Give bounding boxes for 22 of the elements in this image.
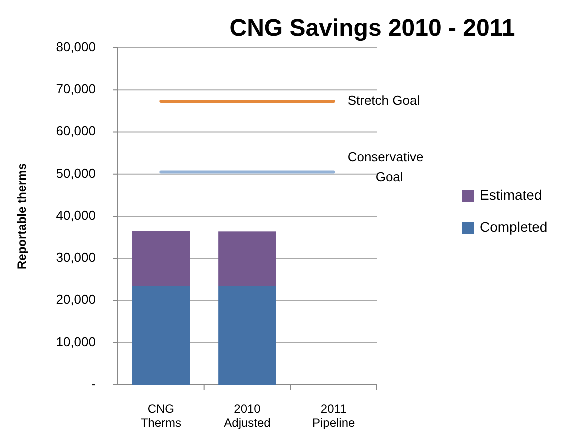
bar [132, 286, 190, 385]
series-label: Conservative Goal [348, 150, 424, 185]
bar [218, 232, 276, 286]
legend-label: Estimated [480, 187, 542, 204]
y-tick-label: 20,000 [56, 292, 96, 308]
x-tick-label: 2010 Adjusted [224, 402, 271, 430]
y-tick-label: 50,000 [56, 166, 96, 181]
y-tick-label: 70,000 [56, 82, 96, 97]
legend-label: Completed [480, 219, 548, 236]
x-tick-label: CNG Therms [140, 402, 182, 430]
y-axis-title: Reportable therms [15, 163, 29, 270]
y-tick-label: 10,000 [56, 334, 96, 350]
y-tick-label: - [92, 376, 96, 392]
y-tick-label: 30,000 [56, 250, 96, 266]
y-tick-label: 60,000 [56, 124, 96, 139]
y-tick-label: 80,000 [56, 39, 96, 54]
x-tick-label: 2011 Pipeline [312, 402, 356, 430]
bar [218, 286, 276, 385]
bar [132, 231, 190, 286]
series-label: Stretch Goal [348, 92, 420, 108]
y-tick-label: 40,000 [56, 208, 96, 223]
chart-title: CNG Savings 2010 - 2011 [230, 15, 516, 42]
